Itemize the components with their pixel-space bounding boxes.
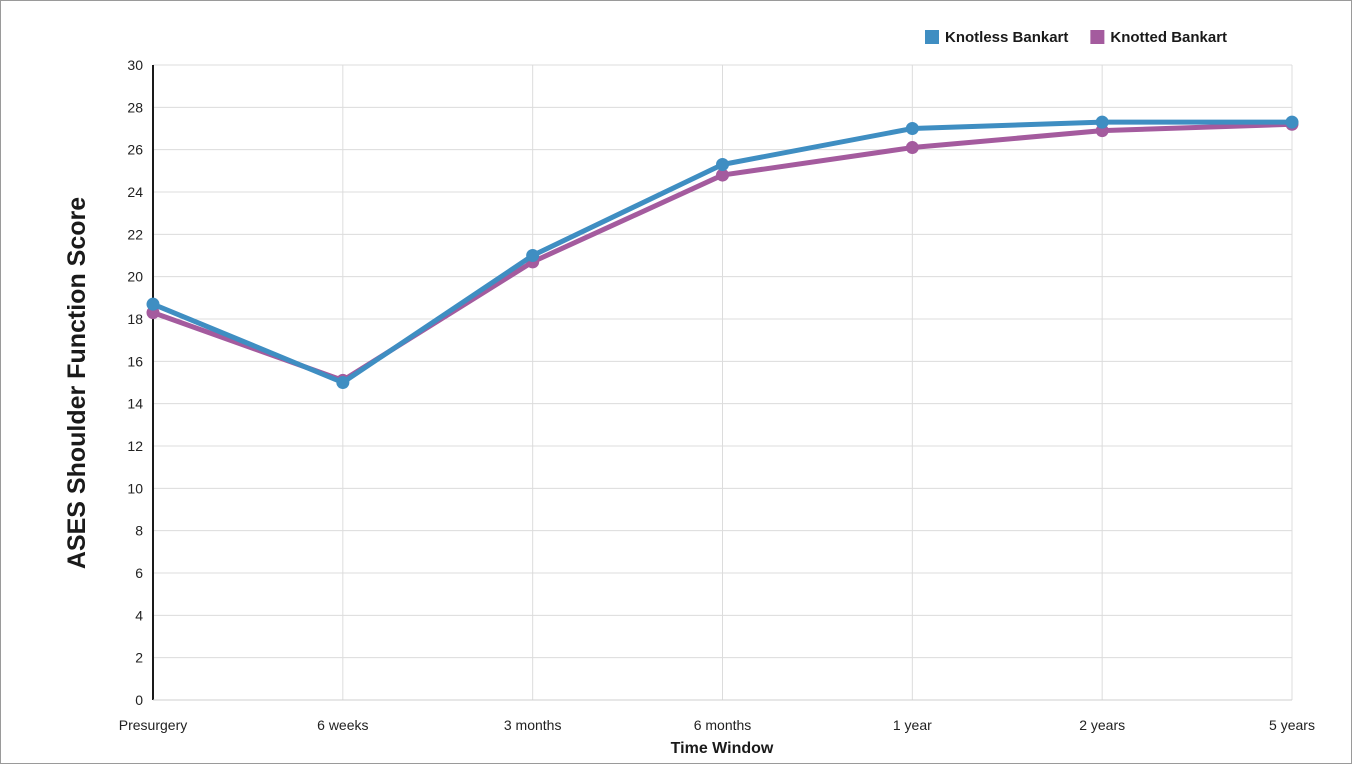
y-tick-label: 4 — [135, 607, 143, 623]
x-tick-label: Presurgery — [119, 717, 187, 733]
y-axis-title: ASES Shoulder Function Score — [63, 197, 91, 569]
legend-item-knotless-bankart: Knotless Bankart — [925, 29, 1068, 46]
data-point — [716, 157, 729, 171]
legend-swatch — [925, 30, 939, 44]
series-knotless-bankart — [146, 115, 1299, 389]
x-tick-label: 2 years — [1079, 717, 1125, 733]
x-tick-label: 6 months — [694, 717, 752, 733]
legend-swatch — [1090, 30, 1105, 44]
data-point — [716, 168, 729, 182]
data-point — [1285, 115, 1299, 129]
y-tick-label: 28 — [127, 99, 143, 115]
data-point — [526, 249, 540, 262]
y-tick-label: 20 — [127, 269, 143, 285]
y-tick-label: 6 — [135, 565, 143, 581]
legend-label: Knotless Bankart — [945, 29, 1068, 46]
legend-label: Knotted Bankart — [1110, 29, 1227, 46]
y-tick-label: 16 — [127, 353, 143, 369]
y-tick-label: 0 — [135, 692, 143, 708]
x-tick-label: 6 weeks — [317, 717, 368, 733]
y-tick-label: 26 — [127, 142, 143, 158]
x-tick-label: 3 months — [504, 717, 562, 733]
y-tick-label: 12 — [127, 438, 143, 454]
y-tick-label: 18 — [127, 311, 143, 327]
data-point — [336, 376, 350, 389]
y-tick-label: 8 — [135, 523, 143, 539]
legend: Knotless Bankart Knotted Bankart — [925, 29, 1227, 46]
series-layer — [146, 115, 1299, 389]
x-axis-title: Time Window — [671, 740, 774, 757]
data-point — [905, 141, 919, 155]
y-tick-label: 14 — [127, 396, 143, 412]
x-tick-label: 1 year — [893, 717, 932, 733]
grid-layer — [153, 64, 1293, 700]
data-point — [146, 297, 160, 311]
y-tick-label: 10 — [127, 480, 143, 496]
y-tick-label: 30 — [127, 57, 143, 73]
y-tick-label: 2 — [135, 650, 143, 666]
x-tick-label: 5 years — [1269, 717, 1315, 733]
legend-item-knotted-bankart: Knotted Bankart — [1090, 29, 1227, 46]
y-tick-label: 24 — [127, 184, 143, 200]
data-point — [905, 122, 919, 135]
y-tick-label: 22 — [127, 226, 143, 242]
data-point — [1095, 115, 1109, 129]
